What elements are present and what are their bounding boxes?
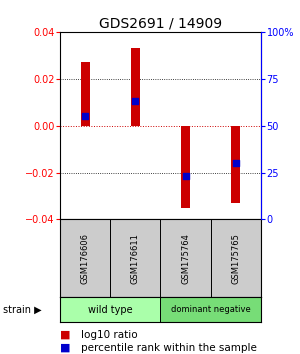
Point <box>133 98 138 104</box>
Text: dominant negative: dominant negative <box>171 305 250 314</box>
Bar <box>60 297 160 322</box>
Bar <box>60 219 110 297</box>
Point <box>233 160 238 166</box>
Bar <box>81 62 90 126</box>
Text: strain ▶: strain ▶ <box>3 305 42 315</box>
Text: ■: ■ <box>60 343 70 353</box>
Bar <box>160 219 211 297</box>
Text: GSM176606: GSM176606 <box>81 233 90 284</box>
Bar <box>160 297 261 322</box>
Point <box>83 113 88 119</box>
Text: wild type: wild type <box>88 305 133 315</box>
Text: GSM175764: GSM175764 <box>181 233 190 284</box>
Point <box>183 173 188 179</box>
Title: GDS2691 / 14909: GDS2691 / 14909 <box>99 17 222 31</box>
Text: GSM175765: GSM175765 <box>231 233 240 284</box>
Text: percentile rank within the sample: percentile rank within the sample <box>81 343 257 353</box>
Bar <box>181 126 190 208</box>
Text: log10 ratio: log10 ratio <box>81 330 138 339</box>
Bar <box>211 219 261 297</box>
Bar <box>110 219 160 297</box>
Bar <box>231 126 240 203</box>
Bar <box>131 48 140 126</box>
Text: GSM176611: GSM176611 <box>131 233 140 284</box>
Text: ■: ■ <box>60 330 70 339</box>
